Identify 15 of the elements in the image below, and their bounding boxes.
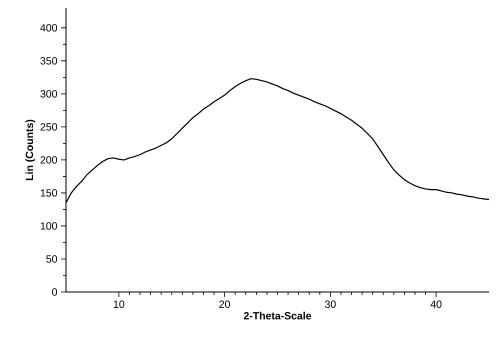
y-tick-label: 150 xyxy=(40,189,58,197)
x-tick-label: 20 xyxy=(219,300,230,308)
y-tick-label: 250 xyxy=(40,123,58,131)
y-tick-label: 400 xyxy=(40,24,58,32)
y-tick-label: 50 xyxy=(46,255,58,263)
x-tick-label: 30 xyxy=(324,300,336,308)
x-tick-label: 10 xyxy=(114,300,124,308)
y-tick-label: 0 xyxy=(52,288,58,296)
x-axis-title: 2-Theta-Scale xyxy=(244,312,312,320)
y-tick-label: 200 xyxy=(40,156,58,164)
y-axis-title: Lin (Counts) xyxy=(25,120,36,180)
y-tick-label: 350 xyxy=(40,57,58,65)
y-tick-label: 300 xyxy=(40,90,58,98)
y-tick-label: 100 xyxy=(40,222,58,230)
x-tick-label: 40 xyxy=(430,300,442,308)
